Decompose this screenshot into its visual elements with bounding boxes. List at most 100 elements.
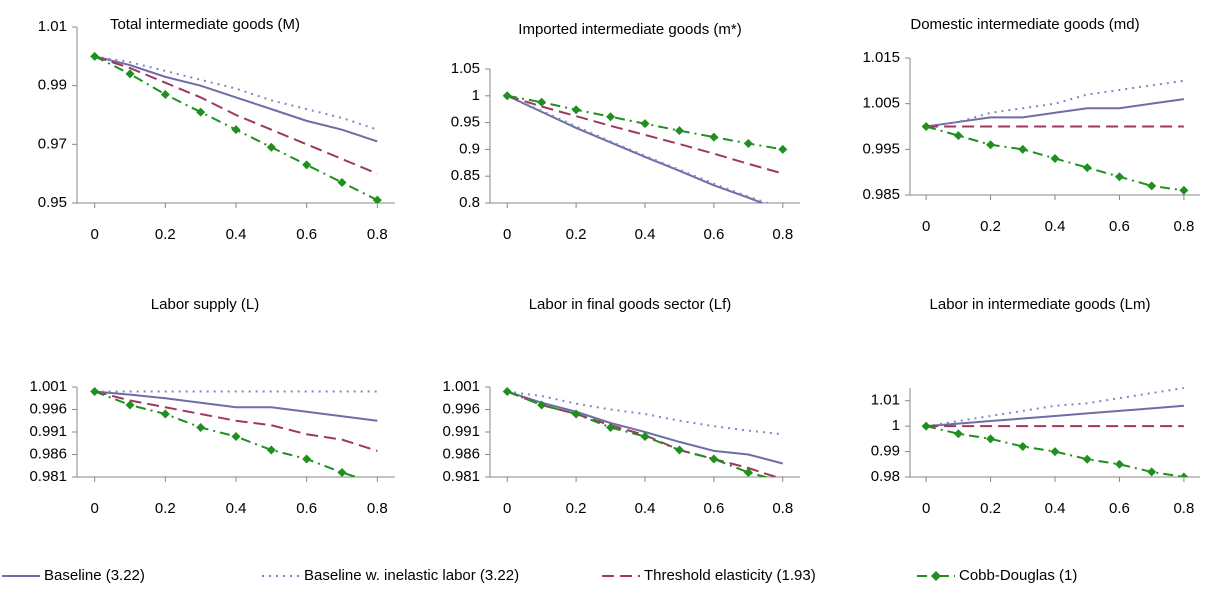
- data-point: [953, 131, 963, 141]
- x-tick-label: 0.4: [226, 226, 247, 243]
- x-tick-label: 0.8: [772, 500, 793, 517]
- x-tick-label: 0.6: [703, 500, 724, 517]
- y-tick-label: 0.996: [29, 400, 67, 417]
- x-tick-label: 0: [503, 500, 511, 517]
- x-tick-label: 0.4: [635, 226, 656, 243]
- y-tick-label: 1.001: [442, 378, 480, 395]
- legend-label: Baseline (3.22): [44, 567, 145, 584]
- data-point: [1050, 447, 1060, 457]
- data-point: [337, 468, 347, 477]
- series-line: [506, 390, 770, 477]
- legend-marker: [931, 571, 941, 581]
- y-tick-label: 1.05: [451, 60, 480, 77]
- y-tick-label: 0.981: [29, 468, 67, 485]
- data-point: [743, 468, 753, 477]
- data-point: [231, 432, 241, 441]
- data-point: [1082, 454, 1092, 464]
- data-point: [606, 423, 616, 432]
- series-line: [926, 404, 1184, 428]
- y-tick-label: 0.981: [442, 468, 480, 485]
- data-point: [337, 177, 347, 187]
- data-point: [640, 432, 650, 441]
- chart-title: Labor in final goods sector (Lf): [528, 296, 732, 313]
- x-tick-label: 0.6: [296, 226, 317, 243]
- data-point: [778, 144, 788, 154]
- chart-title: Labor in intermediate goods (Lm): [929, 296, 1151, 313]
- data-point: [1018, 441, 1028, 451]
- y-tick-label: 1: [892, 417, 900, 434]
- data-point: [571, 105, 581, 115]
- data-point: [537, 97, 547, 107]
- y-tick-label: 0.97: [38, 135, 67, 152]
- x-tick-label: 0.2: [155, 500, 176, 517]
- x-tick-label: 0.4: [226, 500, 247, 517]
- series-line: [94, 55, 378, 143]
- y-tick-label: 0.85: [451, 167, 480, 184]
- x-tick-label: 0: [922, 500, 930, 517]
- data-point: [921, 421, 931, 431]
- data-point: [231, 125, 241, 135]
- y-tick-label: 0.99: [38, 77, 67, 94]
- chart-title: Total intermediate goods (M): [109, 16, 301, 33]
- plot-area: [502, 387, 784, 477]
- x-tick-label: 0.2: [155, 226, 176, 243]
- data-point: [196, 423, 206, 432]
- data-point: [125, 400, 135, 410]
- chart-title: Labor supply (L): [150, 296, 260, 313]
- series-line: [925, 98, 1185, 128]
- data-point: [986, 434, 996, 444]
- x-tick-label: 0.6: [1109, 218, 1130, 235]
- series-line: [94, 390, 378, 422]
- y-tick-label: 1.001: [29, 378, 67, 395]
- x-tick-label: 0.8: [1173, 218, 1194, 235]
- data-point: [196, 107, 206, 117]
- data-point: [606, 112, 616, 122]
- legend-label: Threshold elasticity (1.93): [644, 567, 816, 584]
- data-point: [302, 160, 312, 170]
- x-tick-label: 0: [922, 218, 930, 235]
- x-tick-label: 0.4: [1045, 500, 1066, 517]
- data-point: [266, 142, 276, 152]
- x-tick-label: 0.2: [566, 500, 587, 517]
- data-point: [1018, 144, 1028, 154]
- chart-title: Imported intermediate goods (m*): [518, 21, 742, 38]
- y-tick-label: 0.95: [451, 114, 480, 131]
- legend-label: Baseline w. inelastic labor (3.22): [304, 567, 519, 584]
- x-tick-label: 0.2: [566, 226, 587, 243]
- x-tick-label: 0.2: [980, 500, 1001, 517]
- data-point: [921, 122, 931, 131]
- y-tick-label: 0.95: [38, 194, 67, 211]
- x-tick-label: 0.6: [703, 226, 724, 243]
- plot-area: [502, 91, 788, 203]
- y-tick-label: 0.985: [862, 186, 900, 203]
- y-tick-label: 1: [472, 87, 480, 104]
- y-tick-label: 0.986: [442, 445, 480, 462]
- data-point: [571, 409, 581, 419]
- x-tick-label: 0.8: [367, 226, 388, 243]
- series-line: [94, 55, 378, 175]
- x-tick-label: 0.8: [1173, 500, 1194, 517]
- data-point: [674, 445, 684, 455]
- data-point: [1147, 467, 1157, 477]
- y-tick-label: 0.996: [442, 400, 480, 417]
- data-point: [160, 89, 170, 99]
- y-tick-label: 1.01: [871, 392, 900, 409]
- x-tick-label: 0.8: [367, 500, 388, 517]
- data-point: [1179, 185, 1189, 195]
- chart-title: Domestic intermediate goods (md): [910, 16, 1140, 33]
- data-point: [125, 69, 135, 79]
- y-tick-label: 0.986: [29, 445, 67, 462]
- plot-area: [921, 387, 1189, 477]
- y-tick-label: 1.015: [862, 49, 900, 66]
- plot-area: [90, 387, 378, 477]
- x-tick-label: 0.4: [635, 500, 656, 517]
- series-line: [506, 94, 771, 203]
- data-point: [502, 387, 512, 396]
- data-point: [674, 126, 684, 136]
- x-tick-label: 0.6: [1109, 500, 1130, 517]
- data-point: [160, 409, 170, 419]
- y-tick-label: 0.8: [459, 194, 480, 211]
- series-line: [925, 387, 1185, 428]
- data-point: [90, 387, 100, 396]
- data-point: [1114, 459, 1124, 469]
